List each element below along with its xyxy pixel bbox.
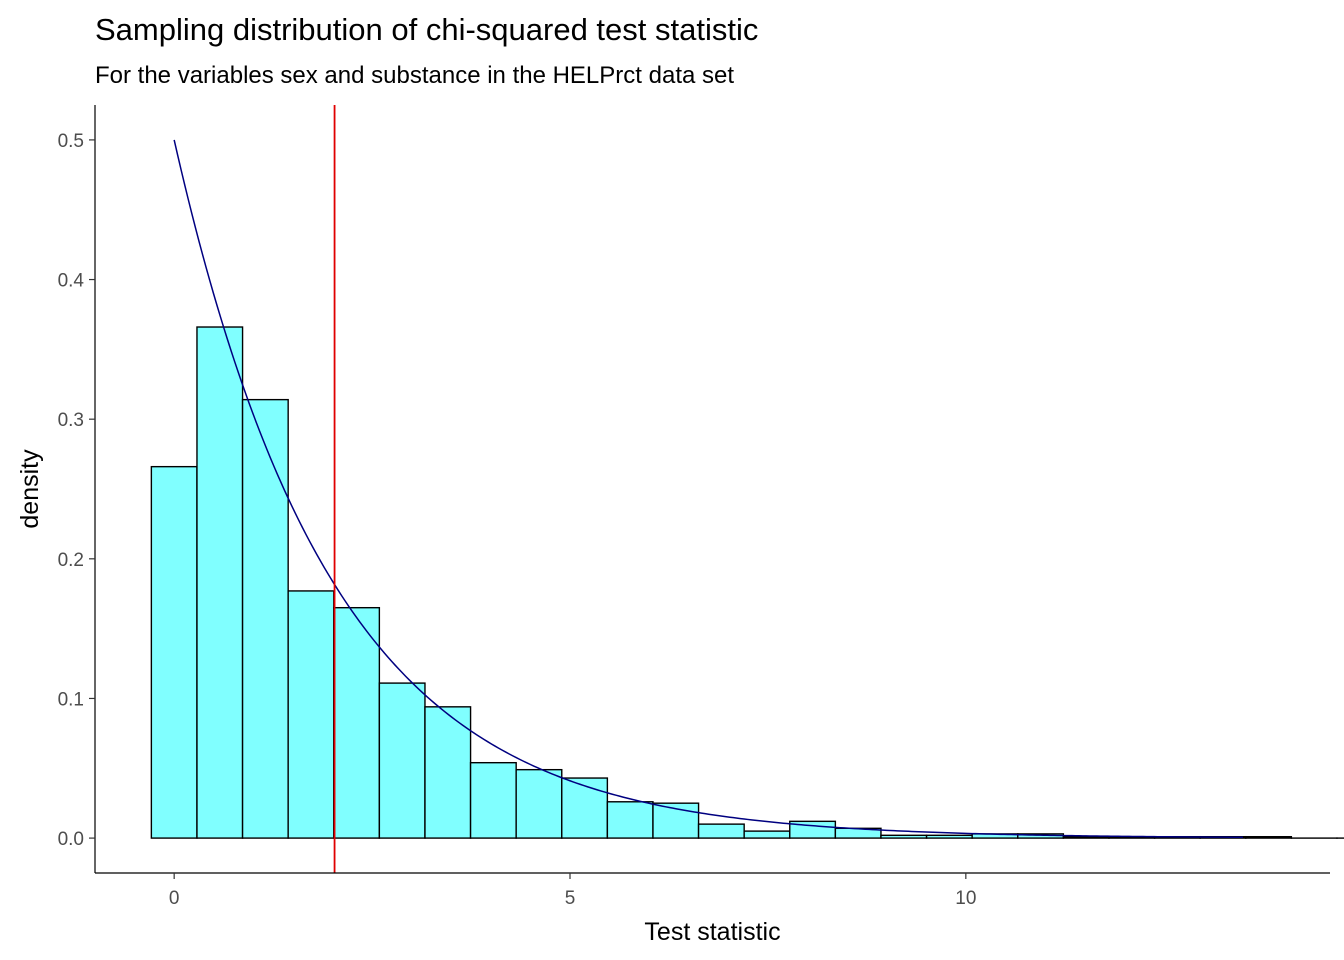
histogram-bar	[1062, 835, 1110, 839]
x-tick-label: 0	[169, 888, 180, 909]
y-axis-title: density	[16, 449, 44, 529]
x-tick-label: 5	[565, 888, 576, 909]
histogram-bar	[424, 706, 472, 839]
histogram-bar	[287, 590, 335, 839]
histogram-bar	[196, 326, 244, 839]
x-tick-label: 10	[955, 888, 976, 909]
x-axis-ticks: 0 5 10	[169, 873, 976, 909]
histogram-bar	[880, 834, 928, 839]
density-curve	[173, 139, 1243, 839]
histogram-bar	[697, 823, 745, 839]
y-tick-label: 0.5	[58, 131, 84, 152]
histogram-bar	[469, 761, 517, 839]
histogram-bar	[515, 768, 563, 839]
y-tick-label: 0.3	[58, 410, 84, 431]
histogram-bar	[606, 801, 654, 839]
y-tick-label: 0.2	[58, 550, 84, 571]
y-tick-label: 0.0	[58, 829, 84, 850]
chart-title: Sampling distribution of chi-squared tes…	[95, 12, 758, 47]
histogram-bar	[561, 777, 609, 839]
histogram-bar	[1245, 835, 1293, 839]
histogram-bar	[333, 606, 381, 839]
x-axis-title: Test statistic	[644, 918, 780, 946]
chart-subtitle: For the variables sex and substance in t…	[95, 62, 734, 89]
y-axis-ticks: 0.0 0.1 0.2 0.3 0.4 0.5	[58, 131, 95, 850]
histogram-bar	[743, 830, 791, 839]
histogram-bar	[150, 465, 198, 839]
y-tick-label: 0.4	[58, 271, 85, 292]
y-tick-label: 0.1	[58, 689, 84, 710]
histogram-bar	[241, 398, 289, 839]
density-curve-layer	[173, 139, 1243, 839]
histogram-bars	[150, 326, 1344, 839]
histogram-bar	[378, 682, 426, 839]
histogram-bar	[925, 834, 973, 839]
